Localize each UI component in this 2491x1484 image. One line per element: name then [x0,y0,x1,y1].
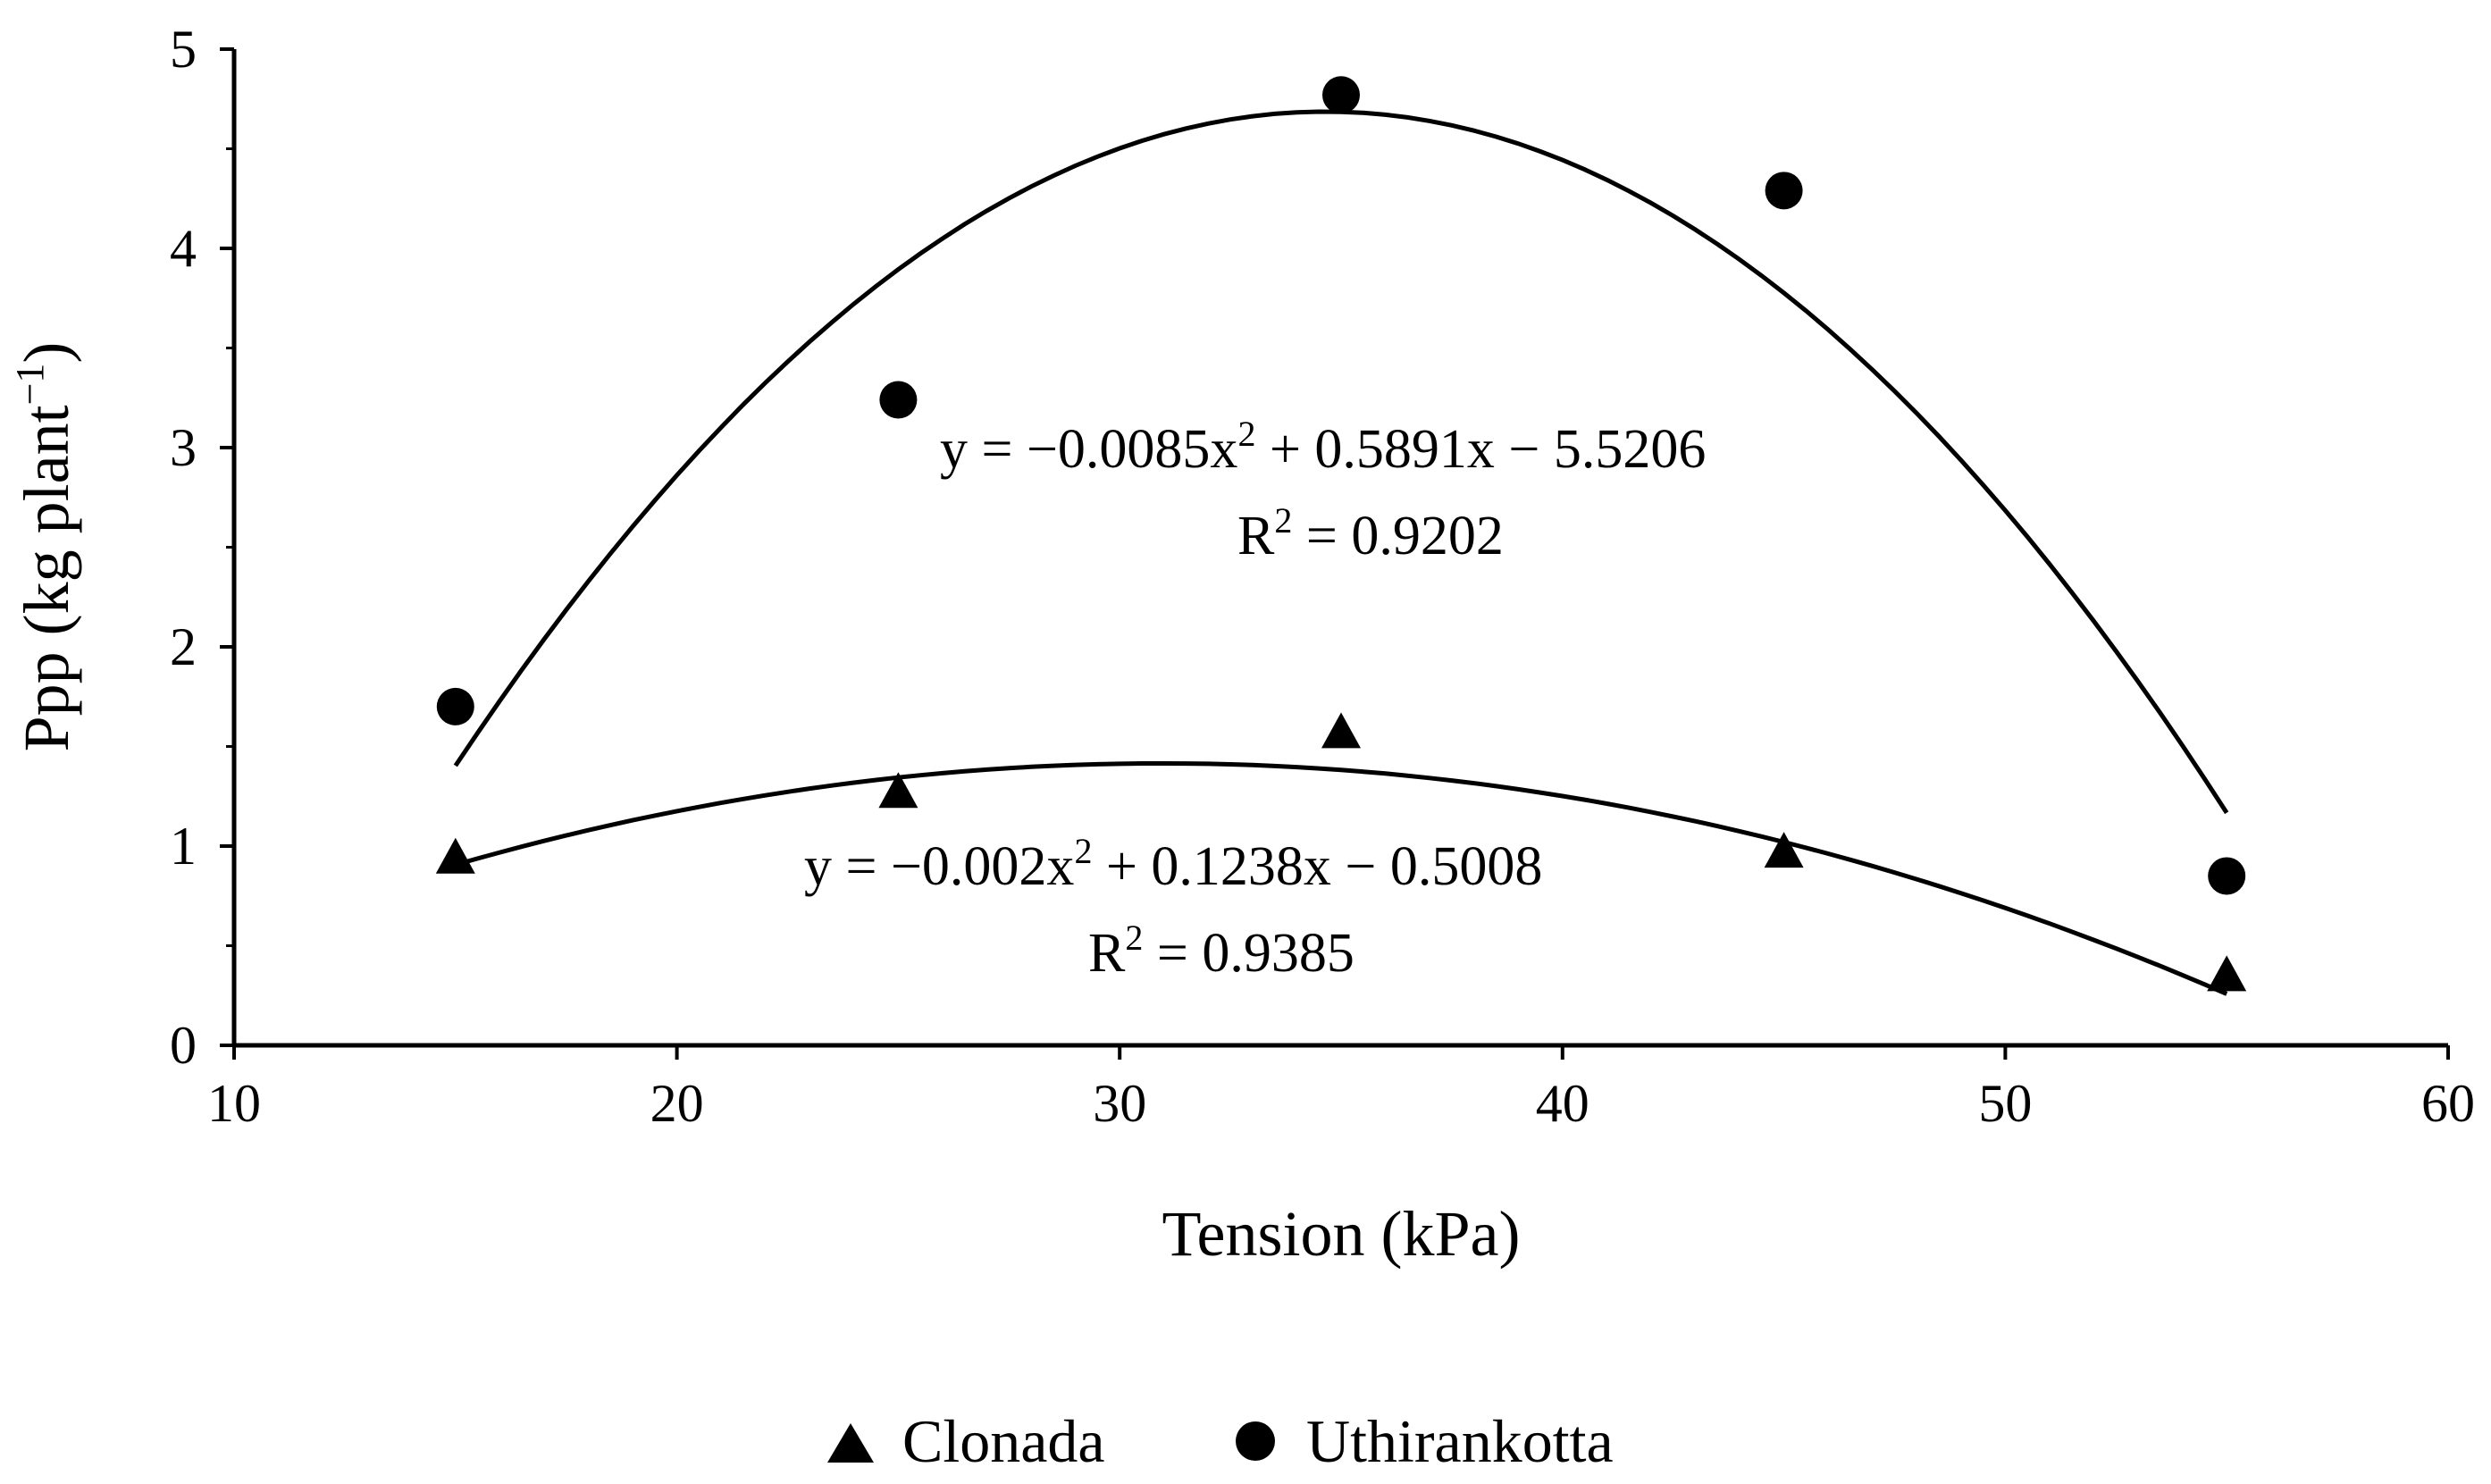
uthirankotta-point [2208,857,2246,895]
uthirankotta-point [436,687,474,725]
ticks: 10 20 30 40 50 60 0 1 2 3 4 5 [170,20,2475,1133]
uthirankotta-equation: y = −0.0085x2 + 0.5891x − 5.5206 [940,414,1706,480]
uthirankotta-r2: R2 = 0.9202 [1237,500,1504,566]
y-tick-label: 4 [170,219,197,278]
y-axis-title-close: ) [11,342,82,364]
uthirankotta-r2-suffix: = 0.9202 [1292,506,1503,566]
uthirankotta-equation-prefix: y = −0.0085x [940,419,1237,480]
uthirankotta-point [879,381,918,419]
uthirankotta-equation-exponent: 2 [1237,414,1255,454]
x-tick-label: 60 [2421,1074,2475,1133]
uthirankotta-r2-exponent: 2 [1274,500,1292,541]
x-axis-title: Tension (kPa) [1162,1198,1521,1270]
clonada-equation: y = −0.002x2 + 0.1238x − 0.5008 [804,831,1542,897]
x-tick-label: 40 [1536,1074,1589,1133]
y-tick-label: 2 [170,617,197,676]
legend-item-uthirankotta: Uthirankotta [1236,1407,1614,1475]
x-tick-label: 20 [650,1074,704,1133]
y-axis-title-main: Ppp (kg plant [11,405,82,751]
clonada-r2: R2 = 0.9385 [1088,918,1355,984]
clonada-point [1321,712,1361,749]
uthirankotta-r2-prefix: R [1237,506,1275,566]
legend-triangle-marker [827,1423,874,1463]
x-tick-label: 30 [1093,1074,1146,1133]
y-axis-title: Ppp (kg plant−1) [8,342,82,752]
legend-item-clonada: Clonada [827,1407,1105,1475]
clonada-equation-prefix: y = −0.002x [804,836,1074,897]
legend: Clonada Uthirankotta [827,1407,1614,1475]
clonada-r2-suffix: = 0.9385 [1143,923,1354,984]
x-tick-label: 50 [1978,1074,2032,1133]
data-points [435,76,2247,992]
clonada-trendline [455,761,2228,996]
legend-label-clonada: Clonada [902,1407,1105,1475]
y-tick-label: 1 [170,817,197,876]
clonada-r2-prefix: R [1088,923,1126,984]
clonada-point [435,837,475,874]
clonada-equation-exponent: 2 [1074,831,1092,871]
clonada-r2-exponent: 2 [1125,918,1143,958]
x-tick-label: 10 [207,1074,261,1133]
uthirankotta-point [1322,76,1360,114]
y-tick-label: 0 [170,1016,197,1075]
clonada-equation-suffix: + 0.1238x − 0.5008 [1092,836,1542,897]
clonada-point [1764,832,1804,868]
legend-circle-marker [1236,1421,1275,1461]
uthirankotta-equation-suffix: + 0.5891x − 5.5206 [1255,419,1706,480]
y-tick-label: 3 [170,418,197,477]
clonada-point [2207,955,2247,992]
y-axis-title-superscript: −1 [8,364,52,406]
uthirankotta-point [1765,172,1803,210]
legend-label-uthirankotta: Uthirankotta [1306,1407,1614,1475]
y-tick-label: 5 [170,20,197,79]
clonada-point [878,772,918,809]
